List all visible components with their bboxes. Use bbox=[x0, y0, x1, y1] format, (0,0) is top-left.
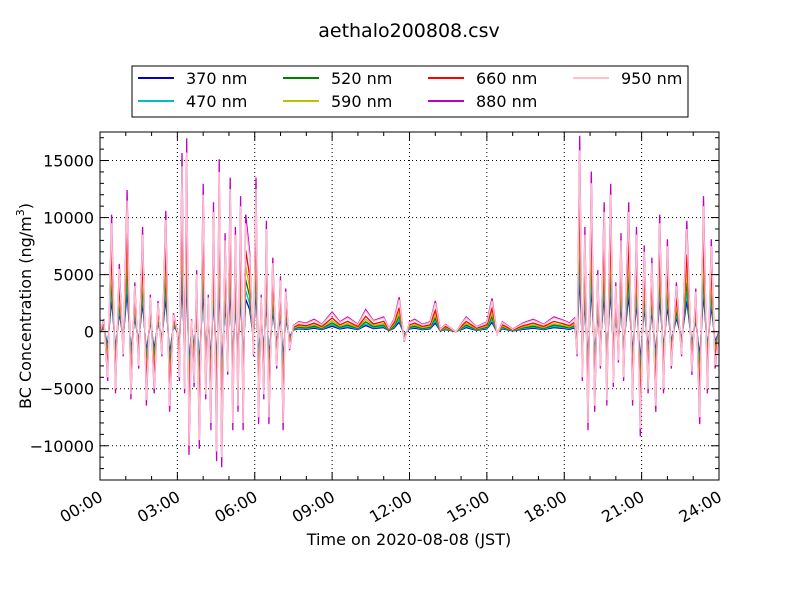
y-axis-label: BC Concentration (ng/m3) bbox=[14, 203, 35, 409]
y-tick-label: 15000 bbox=[43, 152, 94, 171]
y-tick-label: 0 bbox=[84, 323, 94, 342]
chart-title: aethalo200808.csv bbox=[318, 20, 500, 42]
legend-label: 520 nm bbox=[331, 69, 392, 88]
y-axis-label-main: BC Concentration (ng/m bbox=[16, 216, 35, 409]
y-tick-label: 5000 bbox=[53, 266, 94, 285]
y-tick-label: 10000 bbox=[43, 209, 94, 228]
legend-label: 370 nm bbox=[186, 69, 247, 88]
legend-label: 660 nm bbox=[476, 69, 537, 88]
y-axis-label-superscript: 3 bbox=[14, 209, 27, 216]
legend: 370 nm 470 nm 520 nm 590 nm 660 nm 880 nm 950 … bbox=[131, 65, 689, 118]
data-series bbox=[100, 135, 719, 468]
y-tick-labels: −10000 −5000 0 5000 10000 15000 bbox=[30, 152, 94, 456]
y-axis-label-tail: ) bbox=[16, 203, 35, 209]
y-tick-label: −5000 bbox=[40, 380, 94, 399]
x-axis-label: Time on 2020-08-08 (JST) bbox=[306, 530, 511, 549]
legend-frame bbox=[131, 65, 689, 118]
y-tick-label: −10000 bbox=[30, 437, 94, 456]
legend-label: 590 nm bbox=[331, 92, 392, 111]
series-line-950-nm bbox=[100, 150, 719, 458]
legend-label: 470 nm bbox=[186, 92, 247, 111]
legend-label: 950 nm bbox=[621, 69, 682, 88]
legend-label: 880 nm bbox=[476, 92, 537, 111]
plot-area-frame bbox=[99, 131, 720, 481]
